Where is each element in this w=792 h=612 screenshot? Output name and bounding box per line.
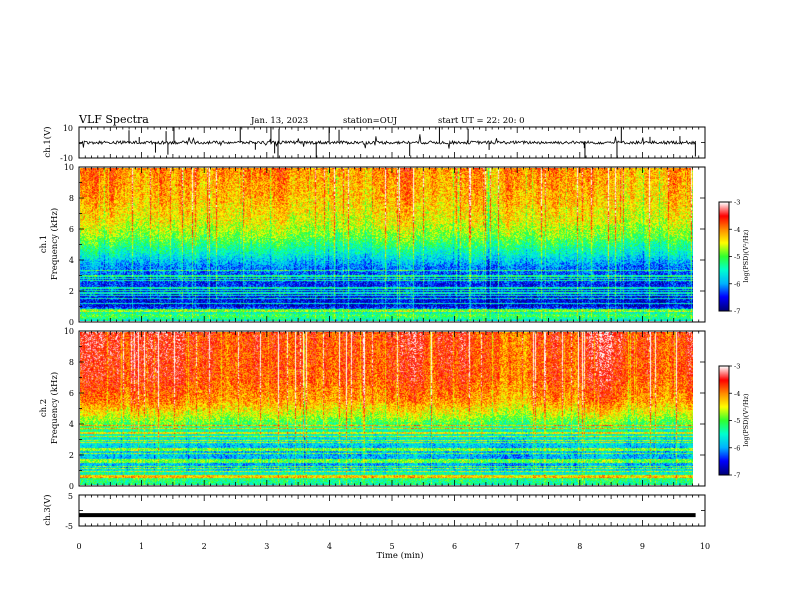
ch2-colorbar-gradient (719, 366, 729, 475)
ch1-spectrogram-image (80, 168, 693, 321)
ch1-ytick-label: 8 (69, 194, 74, 203)
time-tick-label: 0 (76, 542, 81, 551)
ch2-colorbar-tick-label: -5 (734, 417, 740, 425)
ch2-colorbar-tick-label: -3 (734, 363, 740, 371)
ch1-ytick-label: 0 (69, 318, 74, 327)
start-time-label: start UT = 22: 20: 0 (438, 116, 525, 126)
ch2-ytick-label: 8 (69, 358, 74, 367)
ch1-ytick-bottom: -10 (60, 154, 73, 163)
time-tick-label: 10 (700, 542, 710, 551)
ch1-frequency-ticks: 0 2 4 6 8 10 (64, 163, 705, 327)
ch1-colorbar-tick-label: -4 (734, 226, 740, 234)
ch1-ylabel: ch.1(V) (42, 126, 53, 157)
ch2-colorbar-tick-label: -7 (734, 472, 740, 480)
time-axis-label: Time (min) (376, 550, 423, 561)
time-tick-label: 1 (139, 542, 144, 551)
ch2-spectrogram-ylabel-frequency: Frequency (kHz) (49, 372, 60, 444)
time-tick-label: 7 (515, 542, 520, 551)
ch2-colorbar: -3 -4 -5 -6 -7 log(PSD)(V²/Hz) (718, 363, 750, 480)
ch2-colorbar-label: log(PSD)(V²/Hz) (742, 393, 750, 446)
ch2-ytick-label: 2 (69, 451, 74, 460)
time-tick-label: 8 (577, 542, 582, 551)
ch3-ytick-top: 5 (68, 492, 73, 501)
ch2-ytick-label: 10 (64, 327, 74, 336)
ch1-ytick-label: 6 (69, 225, 74, 234)
date-label: Jan. 13, 2023 (250, 116, 308, 126)
ch2-colorbar-ticks: -3 -4 -5 -6 -7 (729, 363, 740, 480)
time-tick-label: 5 (389, 542, 394, 551)
ch1-ytick-label: 10 (64, 163, 74, 172)
time-tick-label: 9 (640, 542, 645, 551)
ch2-ytick-label: 4 (69, 420, 74, 429)
ch2-frequency-ticks: 0 2 4 6 8 10 (64, 327, 705, 491)
ch1-colorbar-gradient (719, 202, 729, 311)
ch1-colorbar-label: log(PSD)(V²/Hz) (742, 229, 750, 282)
ch2-spectrogram-panel: 0 2 4 6 8 10 ch.2 Frequency (kHz) (39, 327, 706, 491)
ch1-colorbar-tick-label: -7 (734, 308, 740, 316)
ch3-ylabel: ch.3(V) (42, 494, 53, 525)
ch2-colorbar-tick-label: -4 (734, 390, 740, 398)
station-label: station=OUJ (343, 116, 398, 126)
ch1-spectrogram-ylabel-frequency: Frequency (kHz) (49, 208, 60, 280)
ch2-spectrogram-image (80, 332, 693, 485)
ch2-ytick-label: 6 (69, 389, 74, 398)
ch1-ytick-label: 4 (69, 256, 74, 265)
ch2-colorbar-tick-label: -6 (734, 444, 740, 452)
figure-title: VLF Spectra (78, 113, 149, 126)
ch1-colorbar-tick-label: -6 (734, 280, 740, 288)
ch1-colorbar-tick-label: -5 (734, 253, 740, 261)
time-tick-label: 6 (452, 542, 457, 551)
time-tick-label: 2 (202, 542, 207, 551)
ch1-spectrogram-panel: 0 2 4 6 8 10 ch.1 Frequency (kHz) (39, 163, 706, 327)
ch1-waveform-line (78, 134, 696, 149)
ch1-colorbar-ticks: -3 -4 -5 -6 -7 (729, 199, 740, 316)
ch3-ytick-bottom: -5 (65, 522, 73, 531)
ch2-spectrogram-ylabel-channel: ch.2 (39, 399, 49, 417)
ch1-ytick-top: 10 (63, 124, 73, 133)
ch1-colorbar: -3 -4 -5 -6 -7 log(PSD)(V²/Hz) (718, 199, 750, 316)
time-tick-label: 4 (327, 542, 332, 551)
time-tick-label: 3 (264, 542, 269, 551)
ch1-spectrogram-ylabel-channel: ch.1 (39, 235, 49, 253)
ch2-ytick-label: 0 (69, 482, 74, 491)
time-axis: 0 1 2 3 4 5 6 7 8 9 10 (76, 127, 710, 551)
ch1-colorbar-tick-label: -3 (734, 199, 740, 207)
ch1-ytick-label: 2 (69, 287, 74, 296)
